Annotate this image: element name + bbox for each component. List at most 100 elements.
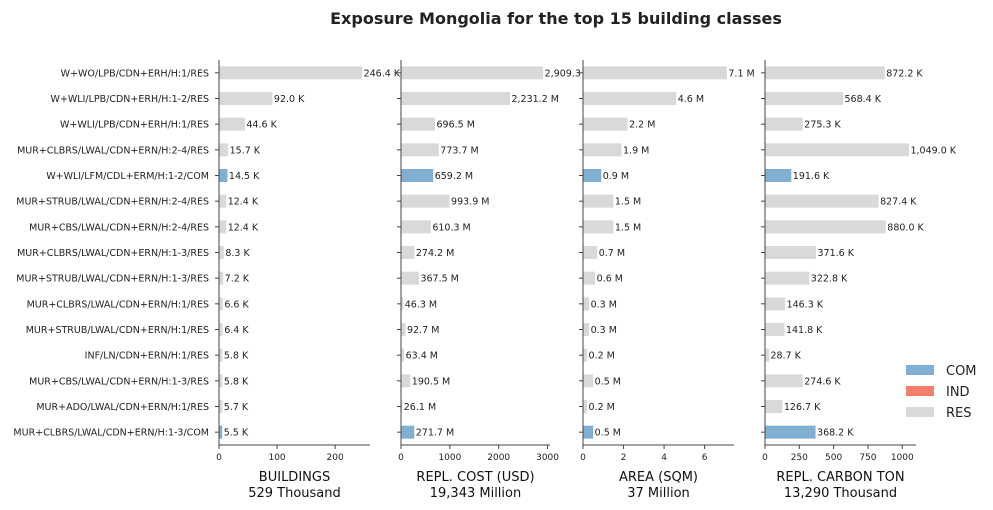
x-tick-label: 0 xyxy=(216,453,222,463)
bar xyxy=(401,271,419,285)
category-label: MUR+CLBRS/LWAL/CDN+ERN/H:1/RES xyxy=(27,299,209,310)
data-label: 2,909.3 M xyxy=(545,68,592,79)
data-label: 0.5 M xyxy=(595,428,621,439)
bar xyxy=(401,348,405,362)
data-label: 5.8 K xyxy=(224,376,249,387)
data-label: 1,049.0 K xyxy=(910,145,956,156)
bar xyxy=(583,92,677,105)
bar xyxy=(219,323,223,336)
bar xyxy=(219,66,363,80)
data-label: 827.4 K xyxy=(880,197,917,208)
data-label: 26.1 M xyxy=(404,402,436,413)
bar xyxy=(583,297,590,311)
bar xyxy=(401,143,439,157)
x-tick-label: 0 xyxy=(580,453,586,463)
data-label: 15.7 K xyxy=(230,145,261,156)
data-label: 275.3 K xyxy=(804,120,841,131)
data-label: 246.4 K xyxy=(364,68,401,79)
bar xyxy=(219,169,228,182)
bar xyxy=(765,348,769,362)
bar xyxy=(401,400,403,413)
data-label: 8.3 K xyxy=(225,248,250,259)
bar xyxy=(583,169,602,182)
data-label: 6.4 K xyxy=(224,325,249,336)
bar xyxy=(583,143,622,157)
data-label: 190.5 M xyxy=(412,376,450,387)
panel-total: 37 Million xyxy=(627,486,690,501)
bar xyxy=(401,297,404,311)
bar xyxy=(765,425,816,439)
bar xyxy=(765,194,879,208)
data-label: 659.2 M xyxy=(435,171,473,182)
bar xyxy=(583,117,628,131)
bar xyxy=(219,400,223,413)
bar xyxy=(401,246,415,259)
bar xyxy=(401,220,431,234)
bar xyxy=(401,92,510,105)
bar xyxy=(765,400,783,413)
bar xyxy=(219,374,223,388)
data-label: 63.4 M xyxy=(406,351,438,362)
bar xyxy=(401,425,415,439)
bar xyxy=(765,323,785,336)
panel-4: 0 250 500 750 1000 872.2 K 568.4 K 275.3 K 1,049… xyxy=(761,60,957,501)
legend-label: IND xyxy=(946,385,970,400)
bar xyxy=(219,246,224,259)
data-label: 0.2 M xyxy=(589,351,615,362)
category-label: MUR+ADO/LWAL/CDN+ERN/H:1/RES xyxy=(36,402,209,413)
panel-3: 0 2 4 6 7.1 M 4.6 M 2.2 M 1.9 M 0.9 M 1.5 M 1.5 M 0… xyxy=(579,60,755,501)
category-label: MUR+STRUB/LWAL/CDN+ERN/H:1-3/RES xyxy=(16,274,209,285)
bar xyxy=(401,194,450,208)
data-label: 5.7 K xyxy=(224,402,249,413)
data-label: 773.7 M xyxy=(440,145,478,156)
data-label: 141.8 K xyxy=(786,325,823,336)
legend: COM IND RES xyxy=(906,364,977,421)
data-label: 568.4 K xyxy=(845,94,882,105)
x-axis-label: REPL. COST (USD) xyxy=(416,470,534,485)
category-label: INF/LN/CDN+ERN/H:1/RES xyxy=(85,351,209,362)
data-label: 0.6 M xyxy=(597,274,623,285)
x-tick-label: 500 xyxy=(825,453,842,463)
x-tick-label: 100 xyxy=(268,453,285,463)
data-label: 271.7 M xyxy=(416,428,454,439)
bar xyxy=(219,271,224,285)
data-label: 322.8 K xyxy=(811,274,848,285)
category-label: W+WLI/LFM/CDL+ERM/H:1-2/COM xyxy=(46,171,209,182)
bar xyxy=(765,297,786,311)
x-axis-label: REPL. CARBON TON xyxy=(776,470,904,485)
bar xyxy=(765,169,792,182)
category-labels: W+WO/LPB/CDN+ERH/H:1/RES W+WLI/LPB/CDN+ER… xyxy=(13,68,209,438)
category-label: MUR+CLBRS/LWAL/CDN+ERN/H:1-3/COM xyxy=(13,428,209,439)
data-label: 993.9 M xyxy=(451,197,489,208)
bar xyxy=(219,194,227,208)
legend-swatch xyxy=(906,407,934,417)
data-label: 14.5 K xyxy=(229,171,260,182)
bar xyxy=(583,246,598,259)
data-label: 126.7 K xyxy=(784,402,821,413)
bar xyxy=(583,271,596,285)
x-tick-label: 250 xyxy=(791,453,808,463)
category-label: MUR+CLBRS/LWAL/CDN+ERN/H:2-4/RES xyxy=(17,145,209,156)
data-label: 12.4 K xyxy=(228,222,259,233)
x-axis-label: BUILDINGS xyxy=(259,470,330,485)
bar xyxy=(765,66,885,80)
data-label: 371.6 K xyxy=(818,248,855,259)
data-label: 368.2 K xyxy=(817,428,854,439)
data-label: 12.4 K xyxy=(228,197,259,208)
data-label: 872.2 K xyxy=(886,68,923,79)
bar xyxy=(583,194,614,208)
data-label: 5.5 K xyxy=(224,428,249,439)
bar xyxy=(401,169,434,182)
bar xyxy=(219,348,223,362)
data-label: 0.9 M xyxy=(603,171,629,182)
x-tick-label: 1000 xyxy=(438,453,461,463)
data-label: 367.5 M xyxy=(420,274,458,285)
data-label: 7.1 M xyxy=(728,68,754,79)
x-tick-label: 200 xyxy=(327,453,344,463)
data-label: 1.9 M xyxy=(623,145,649,156)
panel-2: 0 1000 2000 3000 2,909.3 M 2,231.2 M 696.5 M 77… xyxy=(397,60,592,501)
panel-total: 19,343 Million xyxy=(430,486,521,501)
legend-label: RES xyxy=(946,406,972,421)
